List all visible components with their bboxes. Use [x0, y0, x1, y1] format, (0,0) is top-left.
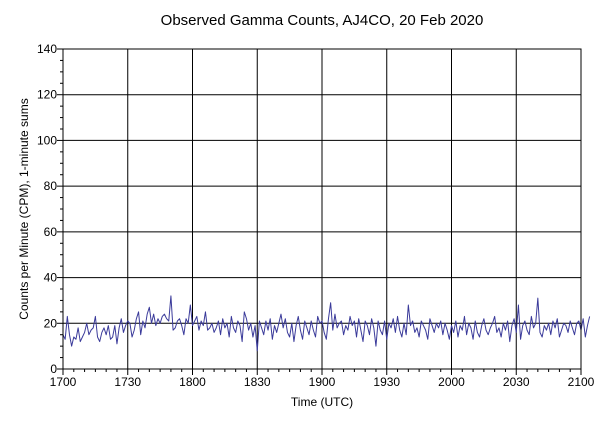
- y-tick-label: 40: [44, 271, 58, 285]
- x-tick-label: 1730: [114, 375, 141, 389]
- y-tick-label: 140: [37, 42, 57, 56]
- y-axis-label: Counts per Minute (CPM), 1-minute sums: [17, 98, 31, 319]
- x-axis-label: Time (UTC): [291, 395, 353, 409]
- x-tick-label: 1700: [50, 375, 77, 389]
- y-tick-label: 100: [37, 133, 57, 147]
- x-tick-label: 1800: [179, 375, 206, 389]
- y-tick-label: 120: [37, 88, 57, 102]
- y-tick-label: 0: [50, 362, 57, 376]
- plot-area: [62, 295, 591, 352]
- x-tick-label: 2100: [568, 375, 595, 389]
- series-line: [62, 295, 591, 352]
- axes: 1700 1730 1800 1830 1900 1930 2000 2030 2100 0 20 4…: [37, 42, 595, 389]
- x-tick-label: 2030: [503, 375, 530, 389]
- y-tick-label: 20: [44, 316, 58, 330]
- x-tick-label: 1830: [244, 375, 271, 389]
- x-tick-label: 1900: [309, 375, 336, 389]
- chart-title: Observed Gamma Counts, AJ4CO, 20 Feb 202…: [161, 12, 484, 29]
- y-tick-label: 80: [44, 179, 58, 193]
- x-tick-label: 1930: [373, 375, 400, 389]
- y-tick-label: 60: [44, 225, 58, 239]
- x-tick-label: 2000: [438, 375, 465, 389]
